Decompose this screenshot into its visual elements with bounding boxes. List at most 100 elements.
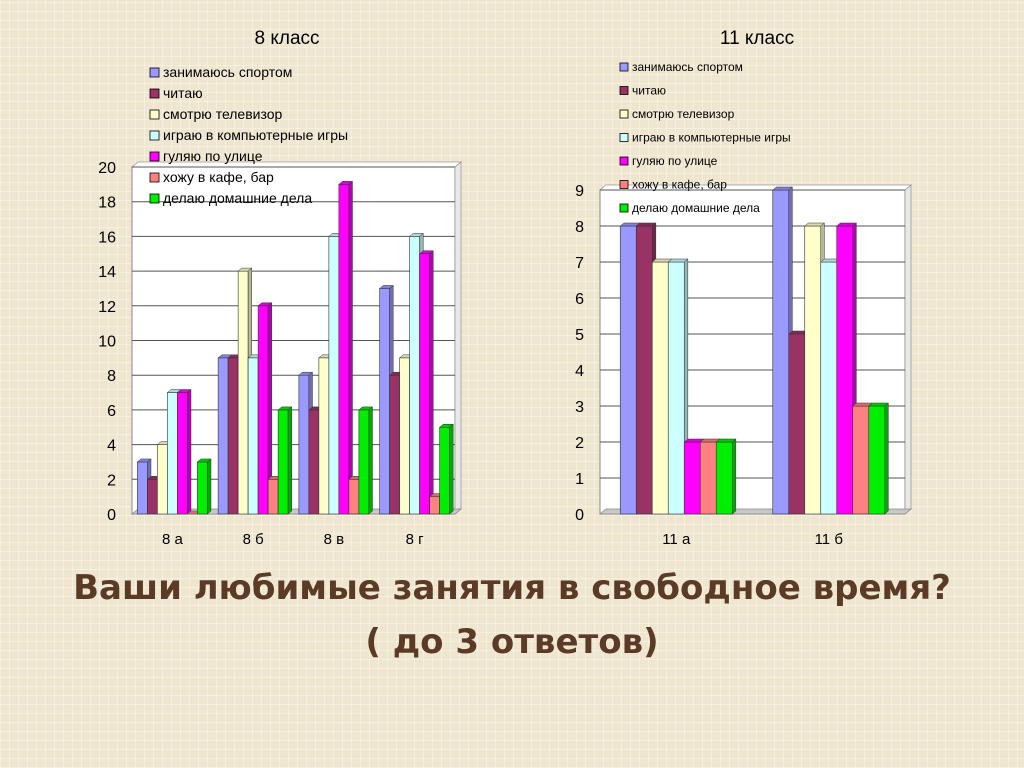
bar-front bbox=[348, 478, 360, 515]
y-tick-label: 4 bbox=[575, 363, 584, 380]
bar-top bbox=[136, 458, 152, 463]
bar-front bbox=[338, 184, 350, 515]
y-tick-label: 8 bbox=[575, 219, 584, 236]
bar-side bbox=[368, 406, 373, 515]
legend-label: гуляю по улице bbox=[632, 154, 718, 168]
y-tick-label: 1 bbox=[575, 471, 584, 488]
y-tick-label: 4 bbox=[107, 438, 116, 455]
y-tick-label: 9 bbox=[575, 183, 584, 200]
bar-front bbox=[157, 444, 168, 515]
bar bbox=[338, 180, 354, 515]
bar-top bbox=[868, 402, 890, 407]
legend-label: играю в компьютерные игры bbox=[163, 127, 348, 143]
legend-swatch bbox=[619, 156, 629, 166]
bar bbox=[196, 458, 212, 515]
bar bbox=[868, 402, 890, 515]
legend-label: смотрю телевизор bbox=[163, 106, 283, 122]
y-tick-label: 7 bbox=[575, 255, 584, 272]
legend-swatch bbox=[619, 62, 629, 72]
legend-label: играю в компьютерные игры bbox=[632, 131, 791, 145]
bar-front bbox=[804, 225, 822, 515]
bar-top bbox=[237, 267, 253, 272]
bar-front bbox=[635, 225, 653, 515]
bar-top bbox=[715, 438, 737, 443]
legend-label: читаю bbox=[632, 84, 666, 98]
bar-front bbox=[277, 409, 289, 515]
slide-title: Ваши любимые занятия в свободное время? bbox=[73, 568, 951, 608]
bar-front bbox=[247, 357, 259, 515]
chart-title: 11 класс bbox=[720, 28, 794, 49]
bar bbox=[438, 423, 454, 515]
x-tick-label: 8 б bbox=[243, 531, 264, 548]
legend: занимаюсь спортом читаю смотрю телевизор иг… bbox=[619, 60, 791, 215]
bar-front bbox=[237, 270, 249, 515]
y-tick-label: 0 bbox=[107, 507, 116, 524]
bar-top bbox=[836, 222, 858, 227]
legend-swatch bbox=[149, 193, 160, 204]
y-tick-label: 12 bbox=[98, 299, 116, 316]
bar-top bbox=[358, 406, 374, 411]
bar-front bbox=[389, 374, 400, 515]
bar-front bbox=[318, 357, 330, 515]
slide-subtitle: ( до 3 ответов) bbox=[365, 622, 659, 662]
legend-swatch bbox=[149, 109, 160, 120]
bar-side bbox=[884, 402, 889, 515]
legend: занимаюсь спортом читаю смотрю телевизор иг… bbox=[149, 64, 348, 206]
bar-top bbox=[338, 181, 354, 185]
legend-label: хожу в кафе, бар bbox=[163, 169, 274, 185]
bar-side bbox=[429, 250, 434, 515]
legend-label: хожу в кафе, бар bbox=[632, 178, 727, 192]
bar-front bbox=[197, 461, 208, 515]
bar-top bbox=[418, 250, 434, 254]
bar-front bbox=[257, 305, 269, 515]
y-tick-label: 10 bbox=[98, 334, 116, 351]
bar-top bbox=[438, 424, 454, 428]
y-tick-label: 6 bbox=[575, 291, 584, 308]
legend-label: смотрю телевизор bbox=[632, 107, 735, 121]
legend-label: делаю домашние дела bbox=[163, 190, 312, 206]
bar-front bbox=[267, 478, 279, 515]
legend-label: гуляю по улице bbox=[163, 148, 263, 164]
y-tick-label: 16 bbox=[98, 229, 116, 246]
bar-front bbox=[308, 409, 320, 515]
bar-front bbox=[429, 496, 440, 515]
bar-front bbox=[439, 426, 450, 515]
plot-side-wall bbox=[454, 161, 462, 515]
bar-front bbox=[651, 261, 669, 515]
bar-top bbox=[804, 222, 826, 227]
bar-top bbox=[257, 302, 273, 307]
bar-front bbox=[683, 441, 701, 515]
bar-front bbox=[177, 392, 188, 515]
bar-top bbox=[635, 222, 657, 227]
bar-front bbox=[772, 189, 790, 515]
legend-label: читаю bbox=[163, 85, 203, 101]
bar bbox=[418, 250, 434, 515]
plot-side-wall bbox=[904, 184, 912, 515]
bar-top bbox=[176, 389, 192, 393]
legend-swatch bbox=[149, 172, 160, 183]
y-tick-label: 3 bbox=[575, 399, 584, 416]
y-tick-label: 2 bbox=[575, 435, 584, 452]
y-tick-label: 2 bbox=[107, 472, 116, 489]
bar-front bbox=[788, 333, 806, 515]
legend-swatch bbox=[619, 133, 629, 142]
bar-top bbox=[196, 458, 212, 463]
bar-side bbox=[732, 438, 737, 515]
chart-2: 0 1 2 3 4 5 6 7 8 9 11 а 11 б 11 класс занимаюсь спор… bbox=[575, 28, 913, 548]
bar-side bbox=[348, 180, 353, 515]
bar-front bbox=[715, 441, 733, 515]
x-tick-label: 11 а bbox=[662, 531, 691, 548]
legend-label: занимаюсь спортом bbox=[632, 60, 743, 74]
bar-front bbox=[167, 392, 178, 515]
bar bbox=[277, 406, 293, 515]
bar-front bbox=[820, 261, 838, 515]
bar-top bbox=[667, 258, 689, 263]
bar-front bbox=[399, 357, 410, 515]
bar-top bbox=[277, 406, 293, 411]
bar-front bbox=[409, 236, 420, 515]
bar-front bbox=[379, 288, 390, 515]
legend-swatch bbox=[619, 203, 629, 213]
y-tick-label: 5 bbox=[575, 327, 584, 344]
bar-front bbox=[227, 357, 239, 515]
bar bbox=[715, 438, 737, 515]
